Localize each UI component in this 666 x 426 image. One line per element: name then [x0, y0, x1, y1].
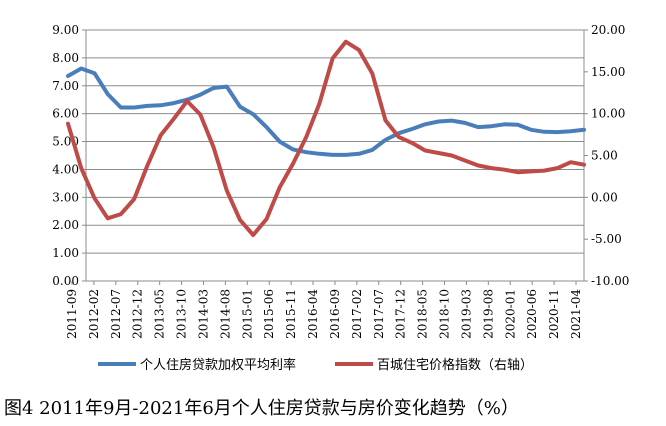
left-tick-label: 4.00	[52, 162, 79, 176]
x-tick-label: 2016-04	[306, 289, 320, 339]
left-tick-label: 1.00	[52, 246, 79, 260]
right-tick-label: 5.00	[591, 149, 618, 163]
x-tick-label: 2019-03	[459, 289, 473, 339]
legend: 个人住房贷款加权平均利率 百城住宅价格指数（右轴）	[98, 357, 533, 373]
x-axis-ticks: 2011-09 2012-02 2012-07 2012-12 2013-05 2013-…	[65, 281, 583, 339]
left-tick-label: 0.00	[52, 274, 79, 288]
x-tick-label: 2012-07	[109, 289, 123, 339]
x-tick-label: 2018-05	[416, 289, 430, 339]
x-tick-label: 2020-01	[503, 289, 517, 339]
x-tick-label: 2016-09	[328, 289, 342, 339]
legend-label: 百城住宅价格指数（右轴）	[377, 357, 533, 373]
x-tick-label: 2017-02	[350, 289, 364, 339]
left-axis-ticks: 0.001.002.003.004.005.006.007.008.009.00	[52, 23, 86, 288]
x-tick-label: 2021-04	[569, 289, 583, 339]
left-tick-label: 8.00	[52, 51, 79, 65]
x-tick-label: 2012-12	[131, 289, 145, 339]
left-tick-label: 9.00	[52, 23, 79, 37]
x-tick-label: 2013-10	[175, 289, 189, 339]
right-tick-label: 20.00	[591, 23, 625, 37]
figure-caption: 图4 2011年9月-2021年6月个人住房贷款与房价变化趋势（%）	[4, 398, 519, 419]
x-tick-label: 2019-08	[481, 289, 495, 339]
x-tick-label: 2017-07	[372, 289, 386, 339]
x-tick-label: 2012-02	[87, 289, 101, 339]
x-tick-label: 2011-09	[65, 289, 79, 339]
series-line-1	[66, 66, 586, 157]
x-tick-label: 2014-08	[218, 289, 232, 339]
series-lines	[66, 39, 586, 237]
right-tick-label: 10.00	[591, 107, 625, 121]
x-tick-label: 2018-10	[438, 289, 452, 339]
x-tick-label: 2020-11	[547, 289, 561, 339]
series-line-2	[66, 39, 586, 237]
legend-label: 个人住房贷款加权平均利率	[140, 357, 296, 373]
right-tick-label: 0.00	[591, 190, 618, 204]
right-tick-label: -5.00	[591, 232, 622, 246]
right-axis-ticks: -10.00 -5.00 0.00 5.00 10.00 15.00 20.00	[584, 23, 629, 288]
x-tick-label: 2015-11	[284, 289, 298, 339]
x-tick-label: 2013-05	[153, 289, 167, 339]
right-tick-label: -10.00	[591, 274, 629, 288]
x-tick-label: 2015-01	[240, 289, 254, 339]
x-tick-label: 2015-06	[262, 289, 276, 339]
left-tick-label: 2.00	[52, 218, 79, 232]
left-tick-label: 6.00	[52, 107, 79, 121]
x-tick-label: 2014-03	[196, 289, 210, 339]
right-tick-label: 15.00	[591, 65, 625, 79]
x-tick-label: 2017-12	[394, 289, 408, 339]
left-tick-label: 7.00	[52, 79, 79, 93]
left-tick-label: 3.00	[52, 190, 79, 204]
x-tick-label: 2020-06	[525, 289, 539, 339]
